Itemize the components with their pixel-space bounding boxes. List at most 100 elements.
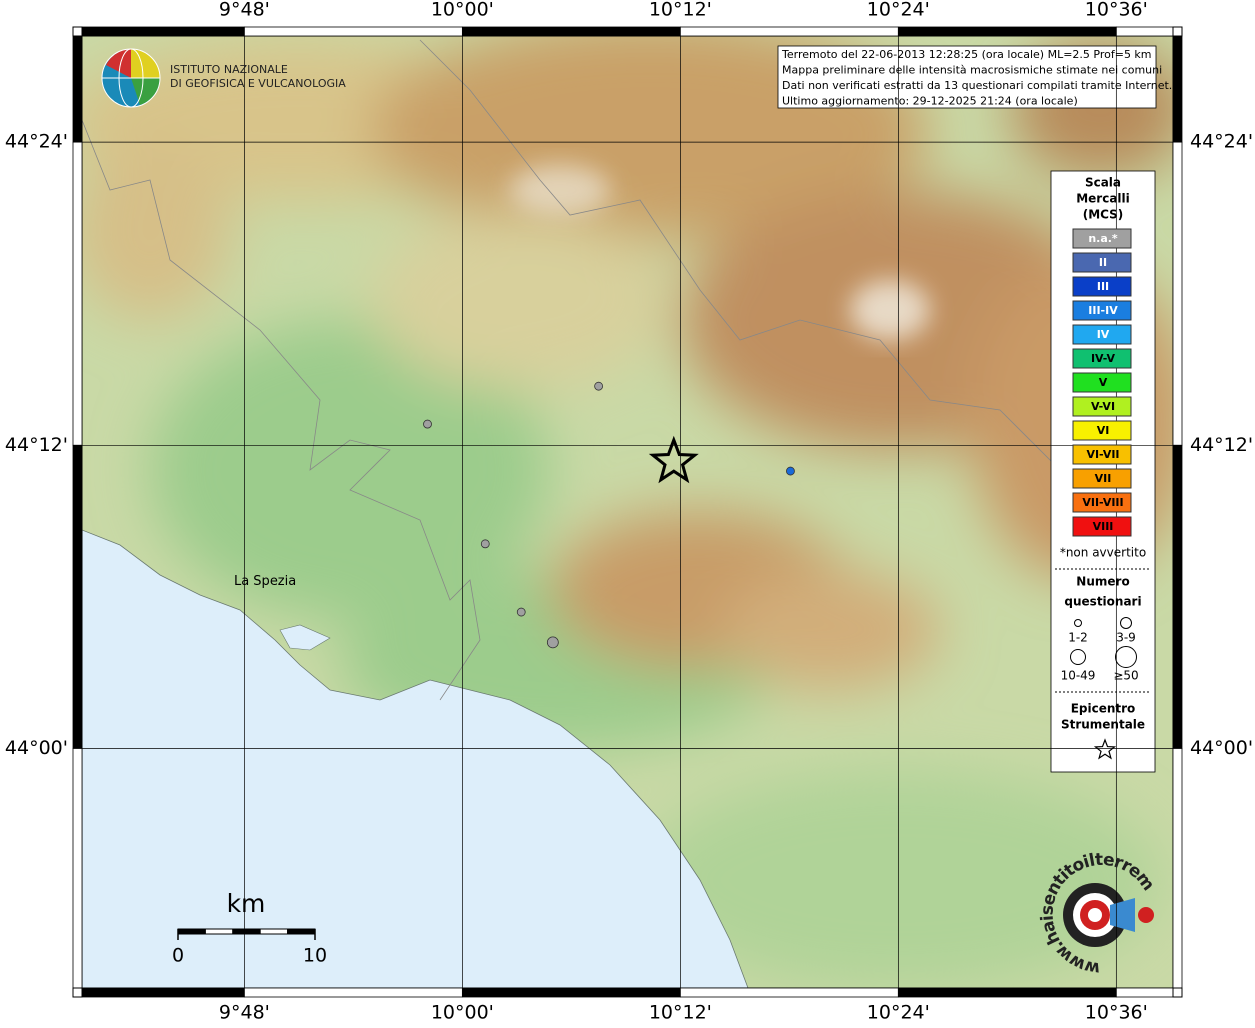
lon-label: 10°24' xyxy=(867,1002,930,1024)
frame-segment xyxy=(1172,141,1183,446)
legend-label: III xyxy=(1097,280,1109,293)
intensity-point xyxy=(786,466,795,476)
frame-segment xyxy=(243,987,463,998)
count-label: 10-49 xyxy=(1061,669,1096,683)
legend-label: VII xyxy=(1095,472,1112,485)
logo-text: DI GEOFISICA E VULCANOLOGIA xyxy=(170,77,346,90)
count-symbol xyxy=(1070,649,1086,665)
scale-segment xyxy=(177,928,206,935)
frame-segment xyxy=(72,444,83,749)
frame-segment xyxy=(461,26,681,37)
lat-label: 44°24' xyxy=(1190,131,1253,153)
legend-swatch xyxy=(1072,300,1132,321)
ingv-logo xyxy=(101,48,161,108)
logo-text: ISTITUTO NAZIONALE xyxy=(170,63,288,76)
count-title: Numero xyxy=(1076,575,1129,589)
legend-title: Scala xyxy=(1085,176,1121,190)
info-line: Terremoto del 22-06-2013 12:28:25 (ora l… xyxy=(781,48,1152,61)
legend-swatch xyxy=(1072,372,1132,393)
frame-segment xyxy=(1172,35,1183,143)
lat-label: 44°00' xyxy=(1190,737,1253,759)
lat-label: 44°24' xyxy=(5,131,68,153)
legend-label: II xyxy=(1099,256,1107,269)
frame-segment xyxy=(897,26,1117,37)
frame-segment xyxy=(72,141,83,446)
scale-label: 0 xyxy=(172,945,184,967)
lon-label: 10°00' xyxy=(431,0,494,21)
legend-title: (MCS) xyxy=(1083,208,1124,222)
lat-label: 44°12' xyxy=(5,434,68,456)
frame-segment xyxy=(461,987,681,998)
intensity-point xyxy=(516,607,526,617)
frame-segment xyxy=(81,26,245,37)
epicenter-legend: Epicentro xyxy=(1071,702,1136,716)
intensity-point xyxy=(594,381,604,391)
lon-label: 10°00' xyxy=(431,1002,494,1024)
frame-segment xyxy=(897,987,1117,998)
frame-corner xyxy=(1172,26,1183,37)
legend-label: IV-V xyxy=(1091,352,1116,365)
frame-segment xyxy=(243,26,463,37)
frame-corner xyxy=(72,26,83,37)
legend-swatch xyxy=(1072,420,1132,441)
info-line: Ultimo aggiornamento: 29-12-2025 21:24 (… xyxy=(782,95,1078,108)
legend-swatch xyxy=(1072,468,1132,489)
count-symbol xyxy=(1115,646,1137,668)
legend-label: V xyxy=(1099,376,1108,389)
frame-segment xyxy=(1115,26,1174,37)
lat-label: 44°00' xyxy=(5,737,68,759)
legend-label: V-VI xyxy=(1091,400,1115,413)
legend-swatch xyxy=(1072,396,1132,417)
lat-label: 44°12' xyxy=(1190,434,1253,456)
place-label: La Spezia xyxy=(234,574,296,589)
count-label: 3-9 xyxy=(1116,631,1136,645)
legend-swatch xyxy=(1072,348,1132,369)
scale-label: 10 xyxy=(303,945,327,967)
legend-label: VI xyxy=(1097,424,1110,437)
frame-segment xyxy=(679,26,899,37)
frame-segment xyxy=(1115,987,1174,998)
frame-segment xyxy=(72,748,83,989)
frame-segment xyxy=(72,35,83,143)
info-line: Mappa preliminare delle intensità macros… xyxy=(782,64,1162,77)
epicenter-legend: Strumentale xyxy=(1061,718,1145,732)
count-title: questionari xyxy=(1064,595,1141,609)
scale-unit: km xyxy=(227,889,266,918)
scale-segment xyxy=(259,928,289,935)
legend-label: VIII xyxy=(1093,520,1114,533)
legend-label: VII-VIII xyxy=(1082,496,1123,509)
legend-swatch xyxy=(1072,228,1132,249)
legend-swatch xyxy=(1072,492,1132,513)
scale-segment xyxy=(232,928,261,935)
intensity-point xyxy=(546,636,559,649)
lon-label: 10°24' xyxy=(867,0,930,21)
frame-corner xyxy=(1172,987,1183,998)
scale-segment xyxy=(287,928,316,935)
count-label: ≥50 xyxy=(1113,669,1138,683)
legend-label: VI-VII xyxy=(1086,448,1119,461)
legend-swatch xyxy=(1072,324,1132,345)
lon-label: 10°12' xyxy=(649,0,712,21)
frame-segment xyxy=(1172,444,1183,749)
count-label: 1-2 xyxy=(1068,631,1088,645)
legend-swatch xyxy=(1072,276,1132,297)
frame-segment xyxy=(81,987,245,998)
legend-label: IV xyxy=(1097,328,1110,341)
lon-label: 10°36' xyxy=(1085,1002,1148,1024)
lon-label: 9°48' xyxy=(219,0,270,21)
terrain xyxy=(82,36,1173,988)
legend-swatch xyxy=(1072,444,1132,465)
haisentito-logo xyxy=(1063,883,1154,947)
legend-title: Mercalli xyxy=(1076,192,1130,206)
intensity-point xyxy=(423,419,432,429)
frame-segment xyxy=(1172,748,1183,989)
legend-label: n.a.* xyxy=(1088,232,1118,245)
count-symbol xyxy=(1120,617,1132,629)
frame-segment xyxy=(679,987,899,998)
epicenter-symbol xyxy=(1093,738,1117,760)
intensity-point xyxy=(480,539,490,549)
lon-label: 10°36' xyxy=(1085,0,1148,21)
lon-label: 9°48' xyxy=(219,1002,270,1024)
legend-note: *non avvertito xyxy=(1060,546,1146,560)
